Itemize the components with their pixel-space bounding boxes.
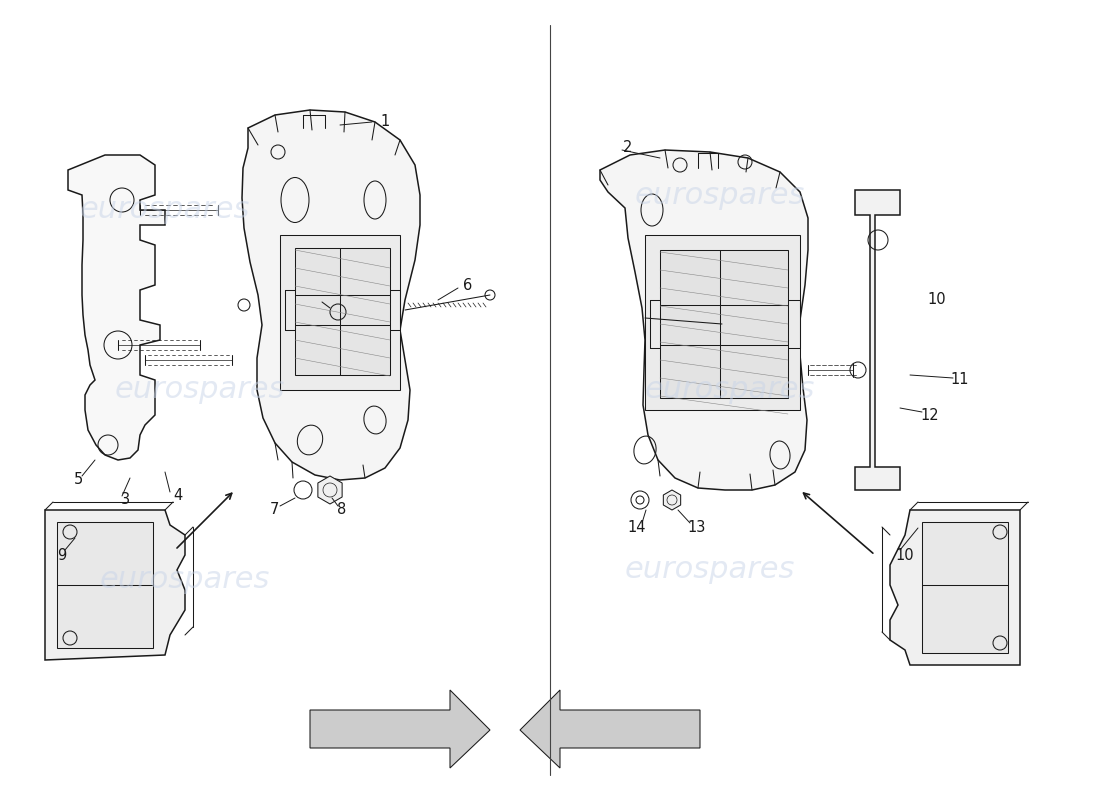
- Text: 13: 13: [688, 521, 706, 535]
- Polygon shape: [890, 510, 1020, 665]
- Text: 14: 14: [628, 521, 647, 535]
- Polygon shape: [242, 110, 420, 480]
- Polygon shape: [310, 690, 490, 768]
- Polygon shape: [855, 190, 900, 490]
- Text: 7: 7: [270, 502, 278, 518]
- Text: 9: 9: [57, 547, 67, 562]
- Text: 5: 5: [74, 473, 82, 487]
- Polygon shape: [645, 235, 800, 410]
- Polygon shape: [922, 522, 1008, 653]
- Text: eurospares: eurospares: [80, 195, 250, 225]
- Text: 2: 2: [624, 141, 632, 155]
- Text: 8: 8: [338, 502, 346, 518]
- Text: 11: 11: [950, 373, 969, 387]
- Polygon shape: [660, 250, 788, 398]
- Text: eurospares: eurospares: [114, 375, 285, 405]
- Text: 10: 10: [927, 293, 946, 307]
- Polygon shape: [318, 476, 342, 504]
- Text: eurospares: eurospares: [645, 375, 815, 405]
- Polygon shape: [295, 248, 390, 375]
- Text: 4: 4: [174, 487, 183, 502]
- Polygon shape: [520, 690, 700, 768]
- Text: eurospares: eurospares: [625, 555, 795, 585]
- Polygon shape: [600, 150, 808, 490]
- Text: 10: 10: [895, 547, 914, 562]
- Polygon shape: [663, 490, 681, 510]
- Polygon shape: [68, 155, 165, 460]
- Text: eurospares: eurospares: [635, 181, 805, 210]
- Polygon shape: [45, 510, 185, 660]
- Text: 3: 3: [120, 493, 130, 507]
- Polygon shape: [280, 235, 400, 390]
- Text: 6: 6: [463, 278, 473, 293]
- Text: eurospares: eurospares: [100, 566, 271, 594]
- Text: 1: 1: [381, 114, 389, 130]
- Polygon shape: [57, 522, 153, 648]
- Text: 12: 12: [921, 407, 939, 422]
